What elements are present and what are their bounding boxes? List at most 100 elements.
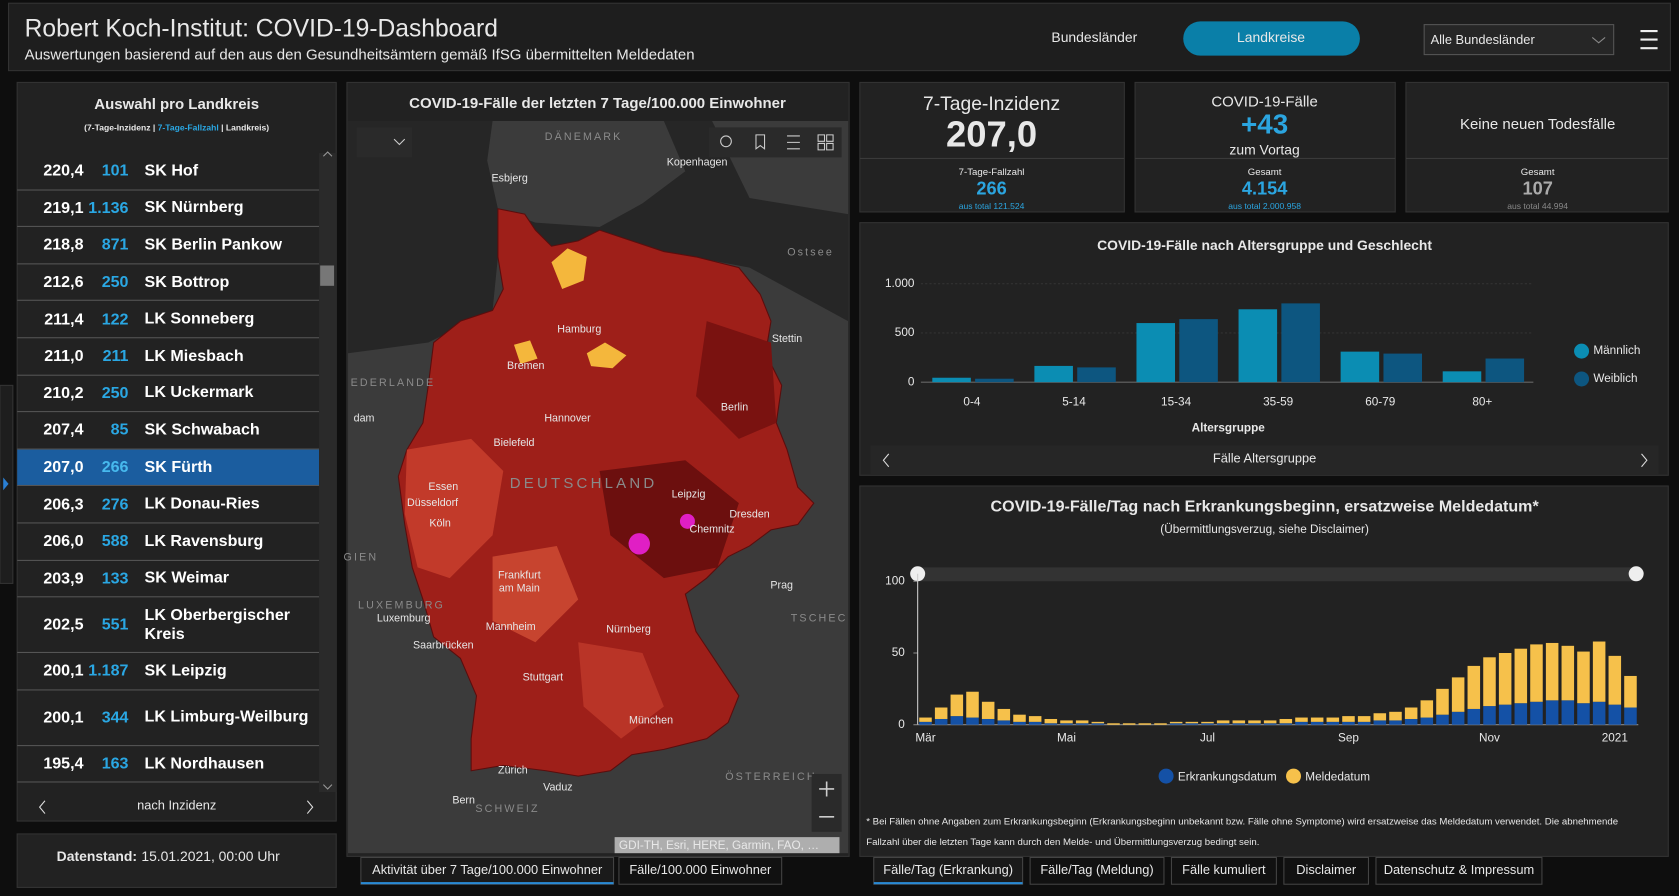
bar	[1310, 721, 1324, 725]
list-nav-arrows[interactable]	[38, 800, 314, 814]
row-incidence: 207,0	[43, 458, 84, 477]
row-cases: 122	[101, 310, 129, 329]
bar	[1608, 704, 1622, 725]
tab-label[interactable]: Fälle/Tag (Meldung)	[1040, 862, 1153, 877]
bar	[1238, 309, 1278, 383]
bar	[1169, 723, 1183, 725]
legend-part: | Landkreis)	[219, 123, 270, 133]
bar	[1154, 723, 1167, 725]
list-row[interactable]: 195,3246SK Pforzheim	[17, 783, 319, 792]
bar	[934, 718, 948, 725]
row-name: SK Hof	[144, 161, 199, 180]
dropdown[interactable]	[1423, 24, 1615, 56]
dropdown-arrow	[1591, 37, 1606, 44]
list-row[interactable]: 203,9 133 SK Weimar	[17, 560, 320, 598]
list-row[interactable]: 210,2 250 LK Uckermark	[17, 375, 320, 413]
row-cases: 344	[101, 708, 129, 727]
row-name: SK Berlin Pankow	[144, 235, 283, 254]
scroll-thumb[interactable]	[320, 265, 335, 286]
bar	[1436, 688, 1449, 715]
list-row[interactable]: 211,0 211 LK Miesbach	[17, 338, 320, 376]
map-tool[interactable]	[356, 127, 413, 158]
list-row[interactable]: 195,4 163 LK Nordhausen	[17, 746, 320, 783]
list-row[interactable]: 212,6 250 SK Bottrop	[17, 264, 320, 302]
list-row[interactable]: 220,4 101 SK Hof	[17, 153, 320, 191]
row-cases: 871	[101, 236, 129, 255]
map-label: Prag	[770, 579, 793, 591]
tab-label[interactable]: Aktivität über 7 Tage/100.000 Einwohner	[372, 862, 603, 877]
list-row[interactable]: 206,3 276 LK Donau-Ries	[17, 486, 320, 524]
bar	[1279, 723, 1293, 725]
attribution-box	[614, 837, 840, 854]
tab[interactable]	[618, 856, 783, 885]
bar	[1201, 723, 1214, 725]
bar	[1248, 723, 1261, 725]
nav-button[interactable]: Landkreise	[1237, 29, 1305, 45]
bar	[1442, 371, 1482, 383]
map-label: Zürich	[498, 765, 528, 777]
search-icon[interactable]	[720, 135, 732, 148]
list-row[interactable]: 200,1 1.187 SK Leipzig	[17, 653, 320, 691]
header-bar	[8, 2, 1671, 72]
bar	[1122, 723, 1136, 725]
bar	[1404, 707, 1418, 719]
map-tabs: Aktivität über 7 Tage/100.000 Einwohner F…	[360, 856, 783, 885]
chart-subtitle: (Übermittlungsverzug, siehe Disclaimer)	[1160, 523, 1369, 536]
scrollbar[interactable]	[319, 153, 337, 793]
list-row[interactable]: 200,1 344 LK Limburg-Weilburg	[17, 690, 320, 746]
map-label: Dresden	[729, 509, 769, 521]
kpi-sub-total: aus total 44.994	[1507, 201, 1568, 211]
list-row[interactable]: 211,4 122 LK Sonneberg	[17, 301, 320, 339]
menu-icon[interactable]	[1640, 29, 1658, 50]
bar	[1185, 721, 1199, 724]
tab-label[interactable]: Fälle/100.000 Einwohner	[629, 862, 772, 877]
bar	[932, 377, 971, 383]
tab[interactable]	[873, 856, 1024, 885]
tab[interactable]	[1283, 856, 1370, 885]
tab-label[interactable]: Fälle/Tag (Erkrankung)	[883, 862, 1013, 877]
slider-handle[interactable]	[1628, 566, 1644, 582]
list-row[interactable]: 206,0 588 LK Ravensburg	[17, 523, 320, 561]
list-title: Auswahl pro Landkreis	[94, 96, 259, 113]
x-tick-label: 60-79	[1365, 396, 1395, 409]
row-incidence: 220,4	[43, 161, 84, 181]
bar	[919, 721, 932, 725]
list-row[interactable]: 207,0 266 SK Fürth	[17, 449, 320, 487]
kpi-title: Keine neuen Todesfälle	[1460, 116, 1615, 133]
nav-button[interactable]: Bundesländer	[1051, 29, 1137, 45]
map-toolbar[interactable]	[708, 127, 842, 158]
kpi-incidence: 7-Tage-Inzidenz 207,0 7-Tage-Fallzahl 26…	[859, 81, 1125, 213]
map-label: Saarbrücken	[413, 639, 474, 651]
bar	[1107, 723, 1120, 725]
tab[interactable]	[1375, 856, 1543, 885]
bar	[1624, 675, 1637, 708]
tab[interactable]	[1170, 856, 1277, 885]
map-label: SCHWEIZ	[475, 803, 539, 815]
map-region	[551, 248, 587, 290]
legend-label: Erkrankungsdatum	[1178, 770, 1277, 783]
row-incidence: 206,3	[43, 495, 84, 514]
bar	[1592, 641, 1606, 702]
bar	[1340, 351, 1380, 383]
tab-label[interactable]: Disclaimer	[1296, 862, 1357, 877]
tab[interactable]	[1029, 856, 1165, 885]
range-slider[interactable]	[917, 567, 1637, 582]
list-row[interactable]: 218,8 871 SK Berlin Pankow	[17, 227, 320, 265]
tab-label[interactable]: Datenschutz & Impressum	[1384, 862, 1534, 877]
list-row[interactable]: 202,5 551 LK Oberbergischer Kreis	[17, 597, 320, 654]
list-row[interactable]: 219,1 1.136 SK Nürnberg	[17, 190, 320, 228]
chart-nav-arrows[interactable]	[882, 453, 1648, 468]
bar	[1342, 721, 1355, 725]
map-region	[696, 321, 777, 439]
tab-label[interactable]: Fälle kumuliert	[1182, 862, 1266, 877]
bar	[1075, 723, 1089, 725]
tab[interactable]	[360, 856, 615, 885]
list-row[interactable]: 207,4 85 SK Schwabach	[17, 412, 320, 450]
map[interactable]: DÄNEMARK Kopenhagen Esbjerg Ostsee Hamburg St…	[344, 120, 849, 854]
dropdown-label[interactable]: Alle Bundesländer	[1431, 32, 1536, 47]
status-value: 15.01.2021, 00:00 Uhr	[141, 848, 280, 864]
bar	[1216, 720, 1230, 724]
row-cases: 101	[101, 161, 129, 181]
bar	[997, 708, 1011, 721]
nav-button-active[interactable]	[1183, 21, 1360, 56]
